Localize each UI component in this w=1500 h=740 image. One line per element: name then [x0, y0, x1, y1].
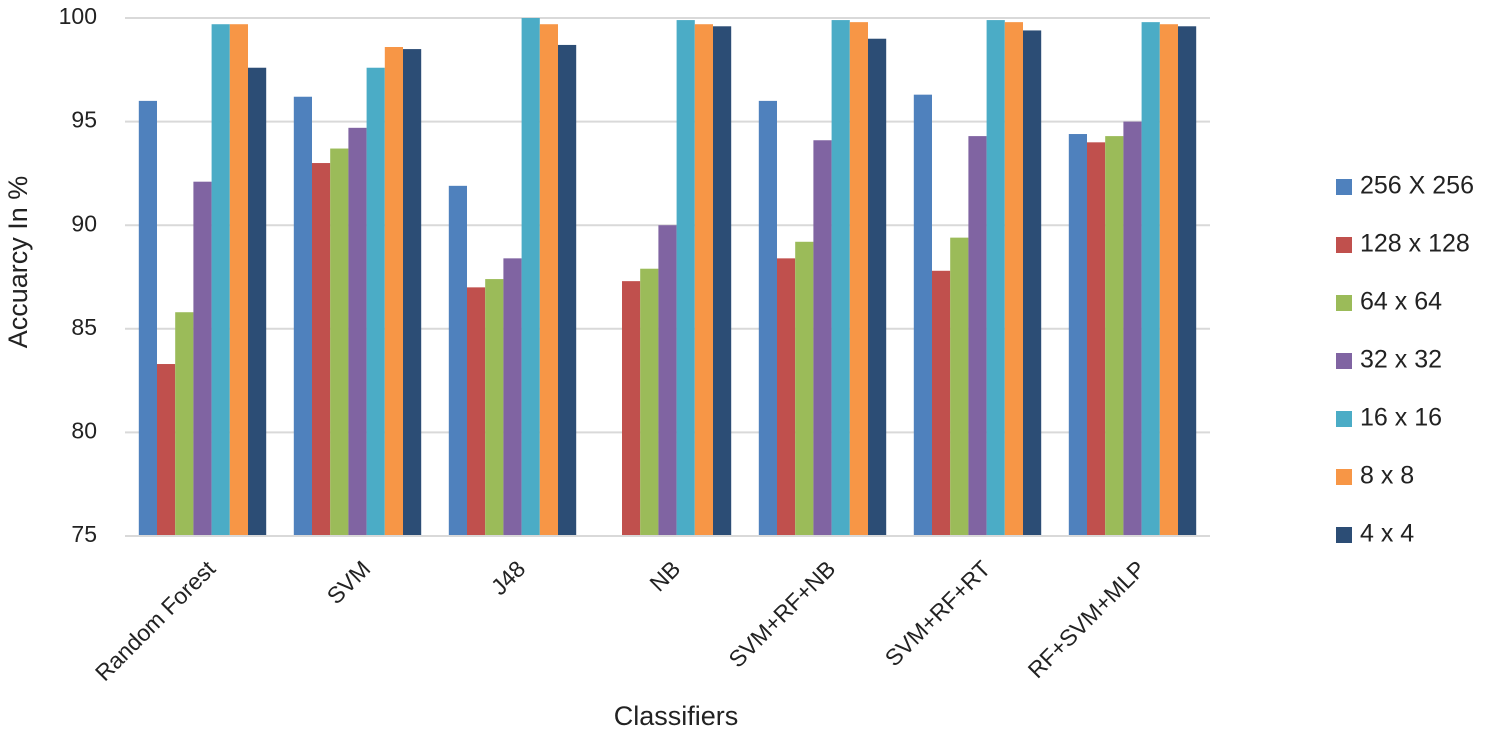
- x-tick-label: RF+SVM+MLP: [1023, 555, 1151, 683]
- bar: [658, 225, 677, 536]
- bar: [366, 67, 385, 536]
- bar: [932, 270, 951, 536]
- bar: [913, 94, 932, 536]
- legend-swatch: [1336, 411, 1352, 427]
- legend-label: 128 x 128: [1360, 230, 1470, 258]
- bar: [1123, 121, 1142, 536]
- bar: [1023, 30, 1042, 536]
- bar: [676, 20, 695, 536]
- y-tick-label: 85: [71, 314, 97, 340]
- y-tick-label: 95: [71, 107, 97, 133]
- bar: [211, 24, 230, 536]
- x-tick-label: NB: [644, 555, 685, 596]
- legend-label: 256 X 256: [1360, 172, 1474, 200]
- bar: [795, 241, 814, 536]
- bar: [485, 279, 504, 536]
- bar: [1105, 136, 1124, 536]
- bar: [831, 20, 850, 536]
- bar: [521, 18, 540, 536]
- bar: [713, 26, 732, 537]
- legend-swatch: [1336, 469, 1352, 485]
- bar: [348, 127, 367, 536]
- x-tick-label: SVM: [322, 555, 376, 609]
- bar: [1141, 22, 1160, 537]
- legend-label: 8 x 8: [1360, 462, 1414, 490]
- bar: [312, 163, 331, 537]
- bar: [777, 258, 796, 536]
- x-axis-title: Classifiers: [614, 701, 739, 731]
- bar: [403, 49, 422, 536]
- legend-label: 16 x 16: [1360, 404, 1442, 432]
- legend-swatch: [1336, 295, 1352, 311]
- bar: [968, 136, 987, 536]
- y-tick-label: 90: [71, 210, 97, 236]
- legend-label: 64 x 64: [1360, 288, 1442, 316]
- bar: [157, 364, 176, 536]
- y-tick-label: 80: [71, 417, 97, 443]
- legend-swatch: [1336, 527, 1352, 543]
- legend-label: 4 x 4: [1360, 520, 1414, 548]
- bar: [1068, 134, 1087, 537]
- bar: [1159, 24, 1178, 536]
- bar: [758, 100, 777, 536]
- bar: [448, 185, 467, 536]
- x-tick-label: J48: [486, 555, 531, 600]
- x-tick-label: SVM+RF+NB: [723, 555, 840, 672]
- x-tick-label: SVM+RF+RT: [880, 555, 996, 671]
- bar: [986, 20, 1005, 536]
- legend-swatch: [1336, 179, 1352, 195]
- bar: [1004, 22, 1023, 537]
- bar: [503, 258, 522, 536]
- bar: [1087, 142, 1106, 536]
- bar: [868, 38, 887, 536]
- bar: [330, 148, 349, 536]
- bar: [384, 47, 403, 537]
- bar: [248, 67, 267, 536]
- legend-swatch: [1336, 353, 1352, 369]
- bar: [293, 96, 312, 537]
- bar: [694, 24, 713, 536]
- x-tick-label: Random Forest: [90, 555, 221, 686]
- legend-swatch: [1336, 237, 1352, 253]
- bar: [467, 287, 486, 536]
- bar: [849, 22, 868, 537]
- y-tick-label: 75: [71, 521, 97, 547]
- bar: [193, 181, 212, 537]
- bar: [813, 140, 832, 537]
- bar: [622, 281, 641, 536]
- bar: [950, 237, 969, 536]
- bar: [539, 24, 558, 536]
- y-tick-label: 100: [59, 3, 97, 29]
- legend-label: 32 x 32: [1360, 346, 1442, 374]
- bar: [1178, 26, 1197, 537]
- bar: [229, 24, 248, 536]
- y-axis-title: Accuarcy In %: [3, 176, 33, 349]
- bar: [175, 312, 194, 536]
- bar: [138, 100, 157, 536]
- bar: [640, 268, 659, 536]
- bar: [558, 44, 577, 536]
